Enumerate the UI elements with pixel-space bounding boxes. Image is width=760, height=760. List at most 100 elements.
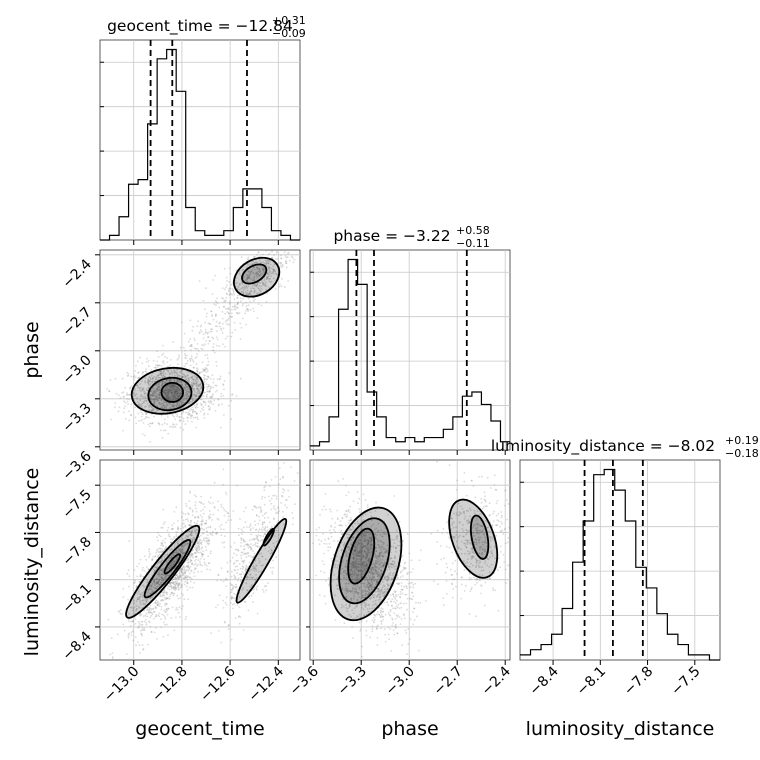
scatter-point bbox=[231, 587, 234, 589]
scatter-point bbox=[408, 552, 411, 555]
scatter-point bbox=[177, 396, 180, 398]
scatter-point bbox=[218, 325, 221, 328]
scatter-point bbox=[233, 574, 236, 576]
scatter-point bbox=[149, 422, 152, 425]
scatter-point bbox=[231, 305, 234, 308]
scatter-point bbox=[167, 390, 170, 393]
scatter-point bbox=[133, 602, 136, 605]
scatter-point bbox=[148, 554, 151, 557]
scatter-point bbox=[416, 615, 418, 618]
scatter-point bbox=[187, 411, 190, 414]
scatter-point bbox=[303, 261, 305, 263]
scatter-point bbox=[370, 537, 373, 540]
scatter-point bbox=[231, 393, 234, 396]
scatter-point bbox=[160, 544, 163, 547]
scatter-point bbox=[377, 581, 379, 583]
scatter-point bbox=[170, 383, 173, 386]
scatter-point bbox=[239, 518, 241, 520]
scatter-point bbox=[188, 576, 191, 579]
scatter-point bbox=[160, 595, 163, 598]
scatter-point bbox=[137, 605, 140, 608]
scatter-point bbox=[204, 354, 207, 357]
scatter-point bbox=[377, 624, 379, 627]
scatter-point bbox=[173, 379, 176, 382]
scatter-point bbox=[382, 548, 385, 550]
scatter-point bbox=[371, 563, 373, 566]
scatter-point bbox=[269, 499, 271, 502]
scatter-point bbox=[150, 405, 153, 408]
scatter-point bbox=[198, 332, 201, 335]
scatter-point bbox=[153, 611, 155, 614]
scatter-point bbox=[369, 511, 372, 514]
scatter-point bbox=[256, 292, 258, 295]
scatter-point bbox=[169, 372, 171, 375]
scatter-point bbox=[380, 572, 383, 575]
scatter-point bbox=[200, 398, 203, 401]
scatter-point bbox=[158, 422, 161, 425]
scatter-point bbox=[391, 598, 394, 601]
scatter-point bbox=[368, 592, 370, 595]
scatter-point bbox=[192, 536, 195, 539]
scatter-point bbox=[273, 269, 275, 272]
scatter-point bbox=[373, 579, 375, 581]
scatter-point bbox=[178, 380, 181, 382]
scatter-point bbox=[172, 588, 175, 590]
scatter-point bbox=[208, 539, 210, 542]
scatter-point bbox=[242, 539, 245, 542]
scatter-point bbox=[362, 519, 365, 521]
scatter-point bbox=[230, 575, 233, 578]
scatter-point bbox=[230, 418, 233, 420]
scatter-point bbox=[315, 534, 318, 537]
scatter-point bbox=[374, 602, 377, 605]
scatter-point bbox=[186, 581, 189, 584]
scatter-point bbox=[232, 585, 235, 588]
scatter-point bbox=[136, 565, 139, 568]
scatter-point bbox=[238, 622, 241, 625]
scatter-point bbox=[171, 524, 174, 527]
scatter-point bbox=[127, 569, 130, 572]
scatter-point bbox=[265, 511, 267, 514]
scatter-point bbox=[236, 589, 239, 592]
scatter-point bbox=[141, 371, 144, 373]
scatter-point bbox=[153, 400, 156, 403]
scatter-point bbox=[161, 381, 164, 384]
scatter-point bbox=[170, 587, 173, 590]
scatter-point bbox=[153, 580, 156, 583]
scatter-point bbox=[244, 569, 247, 572]
scatter-point bbox=[401, 569, 404, 572]
scatter-point bbox=[168, 582, 171, 585]
scatter-point bbox=[387, 576, 390, 579]
scatter-point bbox=[342, 570, 345, 573]
scatter-point bbox=[149, 380, 152, 383]
scatter-point bbox=[182, 571, 185, 574]
scatter-point bbox=[251, 508, 254, 511]
scatter-point bbox=[185, 357, 188, 360]
scatter-point bbox=[183, 577, 185, 579]
scatter-point bbox=[404, 567, 407, 570]
scatter-point bbox=[368, 572, 371, 574]
scatter-point bbox=[368, 585, 371, 588]
scatter-point bbox=[344, 583, 347, 585]
scatter-point bbox=[208, 542, 211, 545]
scatter-point bbox=[241, 560, 244, 562]
scatter-point bbox=[371, 619, 374, 621]
scatter-point bbox=[148, 380, 151, 382]
scatter-point bbox=[160, 581, 163, 584]
scatter-point bbox=[387, 585, 390, 587]
scatter-point bbox=[133, 606, 136, 609]
scatter-point bbox=[136, 360, 139, 363]
scatter-point bbox=[179, 393, 182, 396]
scatter-point bbox=[268, 280, 271, 283]
scatter-point bbox=[357, 554, 360, 557]
scatter-point bbox=[191, 541, 194, 544]
scatter-point bbox=[135, 393, 138, 396]
scatter-point bbox=[352, 584, 354, 586]
scatter-point bbox=[181, 567, 184, 569]
scatter-point bbox=[156, 566, 159, 568]
scatter-point bbox=[214, 313, 217, 316]
scatter-point bbox=[177, 584, 179, 587]
scatter-point bbox=[161, 544, 164, 547]
scatter-point bbox=[170, 385, 173, 387]
scatter-point bbox=[263, 284, 266, 287]
scatter-point bbox=[258, 275, 261, 277]
